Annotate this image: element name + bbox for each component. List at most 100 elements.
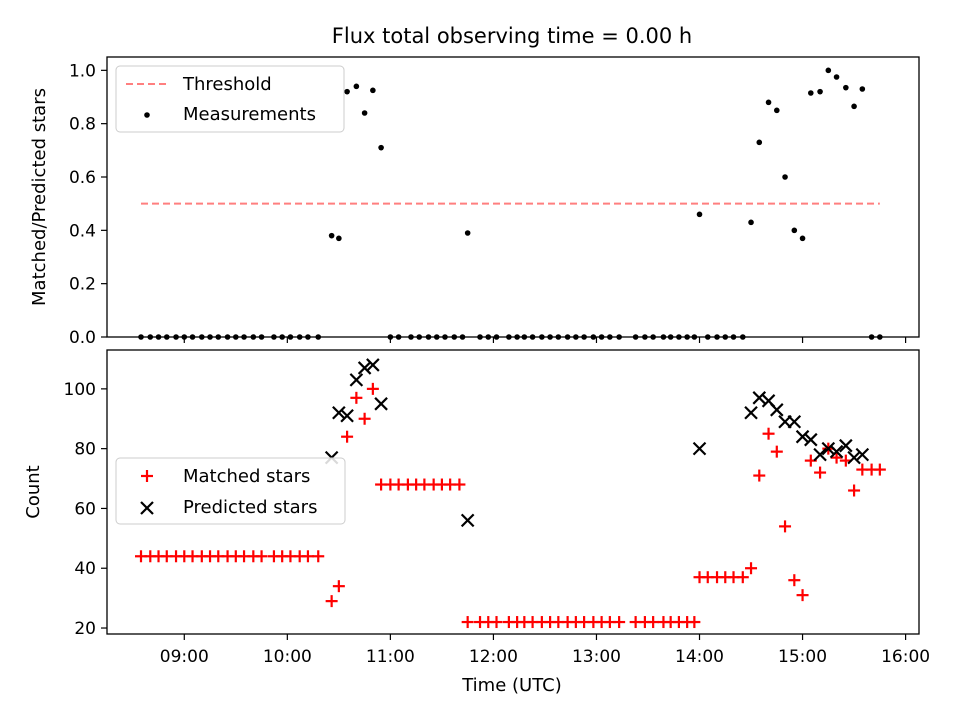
measurement-point: [756, 139, 763, 146]
matched-star-marker: [350, 391, 363, 404]
matched-star-marker: [830, 451, 843, 464]
legend-predicted-label: Predicted stars: [183, 497, 317, 518]
bottom-legend: Matched stars Predicted stars: [115, 457, 346, 525]
bottom-y-tick-label: 60: [74, 499, 96, 519]
measurement-point: [696, 211, 703, 218]
measurement-point: [851, 103, 857, 110]
matched-star-marker: [358, 412, 371, 425]
matched-star-marker: [461, 616, 474, 629]
measurement-point: [799, 235, 806, 242]
top-legend: Threshold Measurements: [115, 65, 345, 133]
x-tick-label: 12:00: [469, 647, 518, 667]
predicted-star-marker: [855, 447, 870, 462]
measurement-point: [361, 110, 368, 116]
measurement-point: [808, 90, 814, 96]
measurement-point: [825, 67, 832, 74]
predicted-star-marker: [795, 429, 810, 444]
legend-matched-swatch: [141, 470, 153, 482]
matched-stars-layer: [135, 382, 886, 629]
matched-star-marker: [332, 580, 345, 593]
measurement-point: [859, 86, 866, 92]
top-y-tick-label: 1.0: [69, 61, 96, 81]
top-axes-frame: [106, 56, 920, 338]
bottom-axes-frame: [106, 349, 920, 635]
top-y-tick-label: 0.4: [69, 221, 96, 241]
matched-star-marker: [366, 382, 379, 395]
predicted-star-marker: [366, 358, 380, 372]
predicted-star-marker: [847, 450, 861, 465]
x-tick-label: 11:00: [366, 647, 415, 667]
matched-star-marker: [341, 430, 354, 443]
matched-star-marker: [312, 550, 325, 563]
top-y-ticks: 0.0 0.2 0.4 0.6 0.8 1.0: [69, 61, 107, 348]
x-tick-label: 16:00: [881, 647, 930, 667]
top-x-ticks: [183, 337, 907, 343]
chart-title: Flux total observing time = 0.00 h: [332, 24, 692, 48]
predicted-star-marker: [752, 391, 767, 405]
predicted-star-marker: [829, 444, 844, 459]
predicted-star-marker: [839, 438, 853, 453]
measurement-point: [344, 88, 350, 95]
matched-star-marker: [753, 469, 766, 482]
predicted-star-marker: [460, 513, 475, 528]
bottom-y-tick-label: 80: [74, 440, 96, 460]
matched-star-marker: [647, 616, 660, 629]
measurement-point: [765, 99, 772, 106]
matched-star-marker: [736, 571, 749, 584]
matched-star-marker: [873, 463, 886, 476]
predicted-star-marker: [692, 441, 707, 456]
top-panel: 0.0 0.2 0.4 0.6 0.8 1.0 Matched/Predicted sta…: [29, 56, 920, 348]
x-tick-label: 10:00: [263, 647, 312, 667]
bottom-y-axis-label: Count: [23, 465, 44, 518]
matched-star-marker: [613, 616, 626, 629]
matched-star-marker: [762, 427, 775, 440]
legend-measurements-label: Measurements: [183, 104, 316, 125]
x-tick-label: 15:00: [778, 647, 827, 667]
bottom-x-ticks: 09:00 10:00 11:00 12:00 13:00 14:00 15:00 16:00: [160, 634, 930, 667]
bottom-legend-box: [115, 457, 346, 525]
top-legend-box: [115, 65, 345, 133]
matched-star-marker: [814, 466, 827, 479]
top-y-tick-label: 0.2: [69, 275, 96, 295]
matched-star-marker: [796, 589, 809, 602]
legend-predicted-swatch: [140, 501, 154, 515]
measurement-point: [353, 83, 360, 90]
measurement-points-layer: [138, 67, 883, 340]
measurement-point: [464, 230, 471, 236]
top-y-tick-label: 0.8: [69, 115, 96, 135]
bottom-y-tick-label: 40: [74, 559, 96, 579]
matched-star-marker: [848, 484, 861, 497]
measurement-point: [328, 232, 335, 239]
predicted-star-marker: [332, 406, 346, 420]
legend-threshold-label: Threshold: [182, 74, 272, 95]
bottom-y-tick-label: 20: [74, 619, 96, 639]
measurement-point: [782, 174, 788, 180]
bottom-y-ticks: 20 40 60 80 100: [64, 380, 107, 639]
matched-star-marker: [301, 550, 314, 563]
matched-star-marker: [490, 616, 503, 629]
predicted-star-marker: [374, 397, 388, 411]
predicted-star-marker: [349, 373, 364, 387]
matched-star-marker: [453, 478, 466, 491]
measurement-point: [370, 87, 376, 94]
bottom-panel: 20 40 60 80 100 09:00 10:00 11:00 12:00 13:00 14:…: [23, 349, 930, 696]
measurement-point: [791, 227, 798, 234]
matched-star-marker: [779, 520, 792, 533]
x-tick-label: 09:00: [160, 647, 209, 667]
measurement-point: [748, 219, 754, 226]
predicted-star-marker: [744, 406, 758, 420]
predicted-star-marker: [804, 432, 818, 447]
measurement-point: [817, 88, 823, 95]
matched-star-marker: [770, 445, 783, 458]
measurement-point: [773, 107, 780, 114]
measurement-point: [843, 84, 849, 91]
predicted-star-marker: [787, 414, 802, 429]
matched-star-marker: [255, 550, 268, 563]
predicted-stars-layer: [324, 358, 870, 528]
legend-matched-label: Matched stars: [183, 466, 310, 487]
measurement-point: [378, 144, 384, 151]
predicted-star-marker: [770, 403, 784, 417]
measurement-point: [833, 74, 840, 80]
top-y-tick-label: 0.6: [69, 168, 96, 188]
